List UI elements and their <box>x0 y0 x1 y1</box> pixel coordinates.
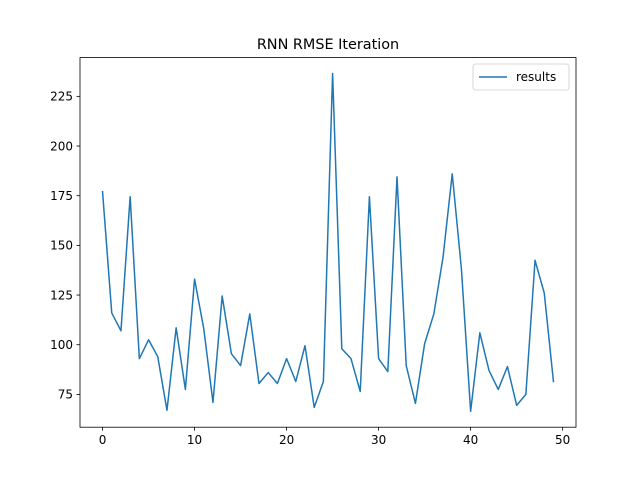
legend-box <box>472 63 570 91</box>
plot-frame <box>79 57 577 428</box>
y-tick-label: 100 <box>50 338 73 352</box>
x-tick-label: 30 <box>371 433 386 447</box>
x-axis: 0 10 20 30 40 50 <box>99 427 570 447</box>
y-tick-label: 150 <box>50 239 73 253</box>
legend: results <box>472 63 570 91</box>
y-tick-label: 125 <box>50 288 73 302</box>
x-tick-label: 0 <box>99 433 107 447</box>
y-tick-label: 225 <box>50 90 73 104</box>
legend-label: results <box>516 70 556 84</box>
x-tick-label: 40 <box>463 433 478 447</box>
y-tick-label: 200 <box>50 139 73 153</box>
series-line-results <box>101 72 555 413</box>
x-tick-label: 10 <box>187 433 202 447</box>
chart-title: RNN RMSE Iteration <box>257 37 399 53</box>
plot-area <box>101 72 555 413</box>
y-axis: 75 100 125 150 175 200 225 <box>50 90 80 402</box>
x-tick-label: 20 <box>279 433 294 447</box>
y-tick-label: 75 <box>58 388 73 402</box>
x-tick-label: 50 <box>555 433 570 447</box>
y-tick-label: 175 <box>50 189 73 203</box>
